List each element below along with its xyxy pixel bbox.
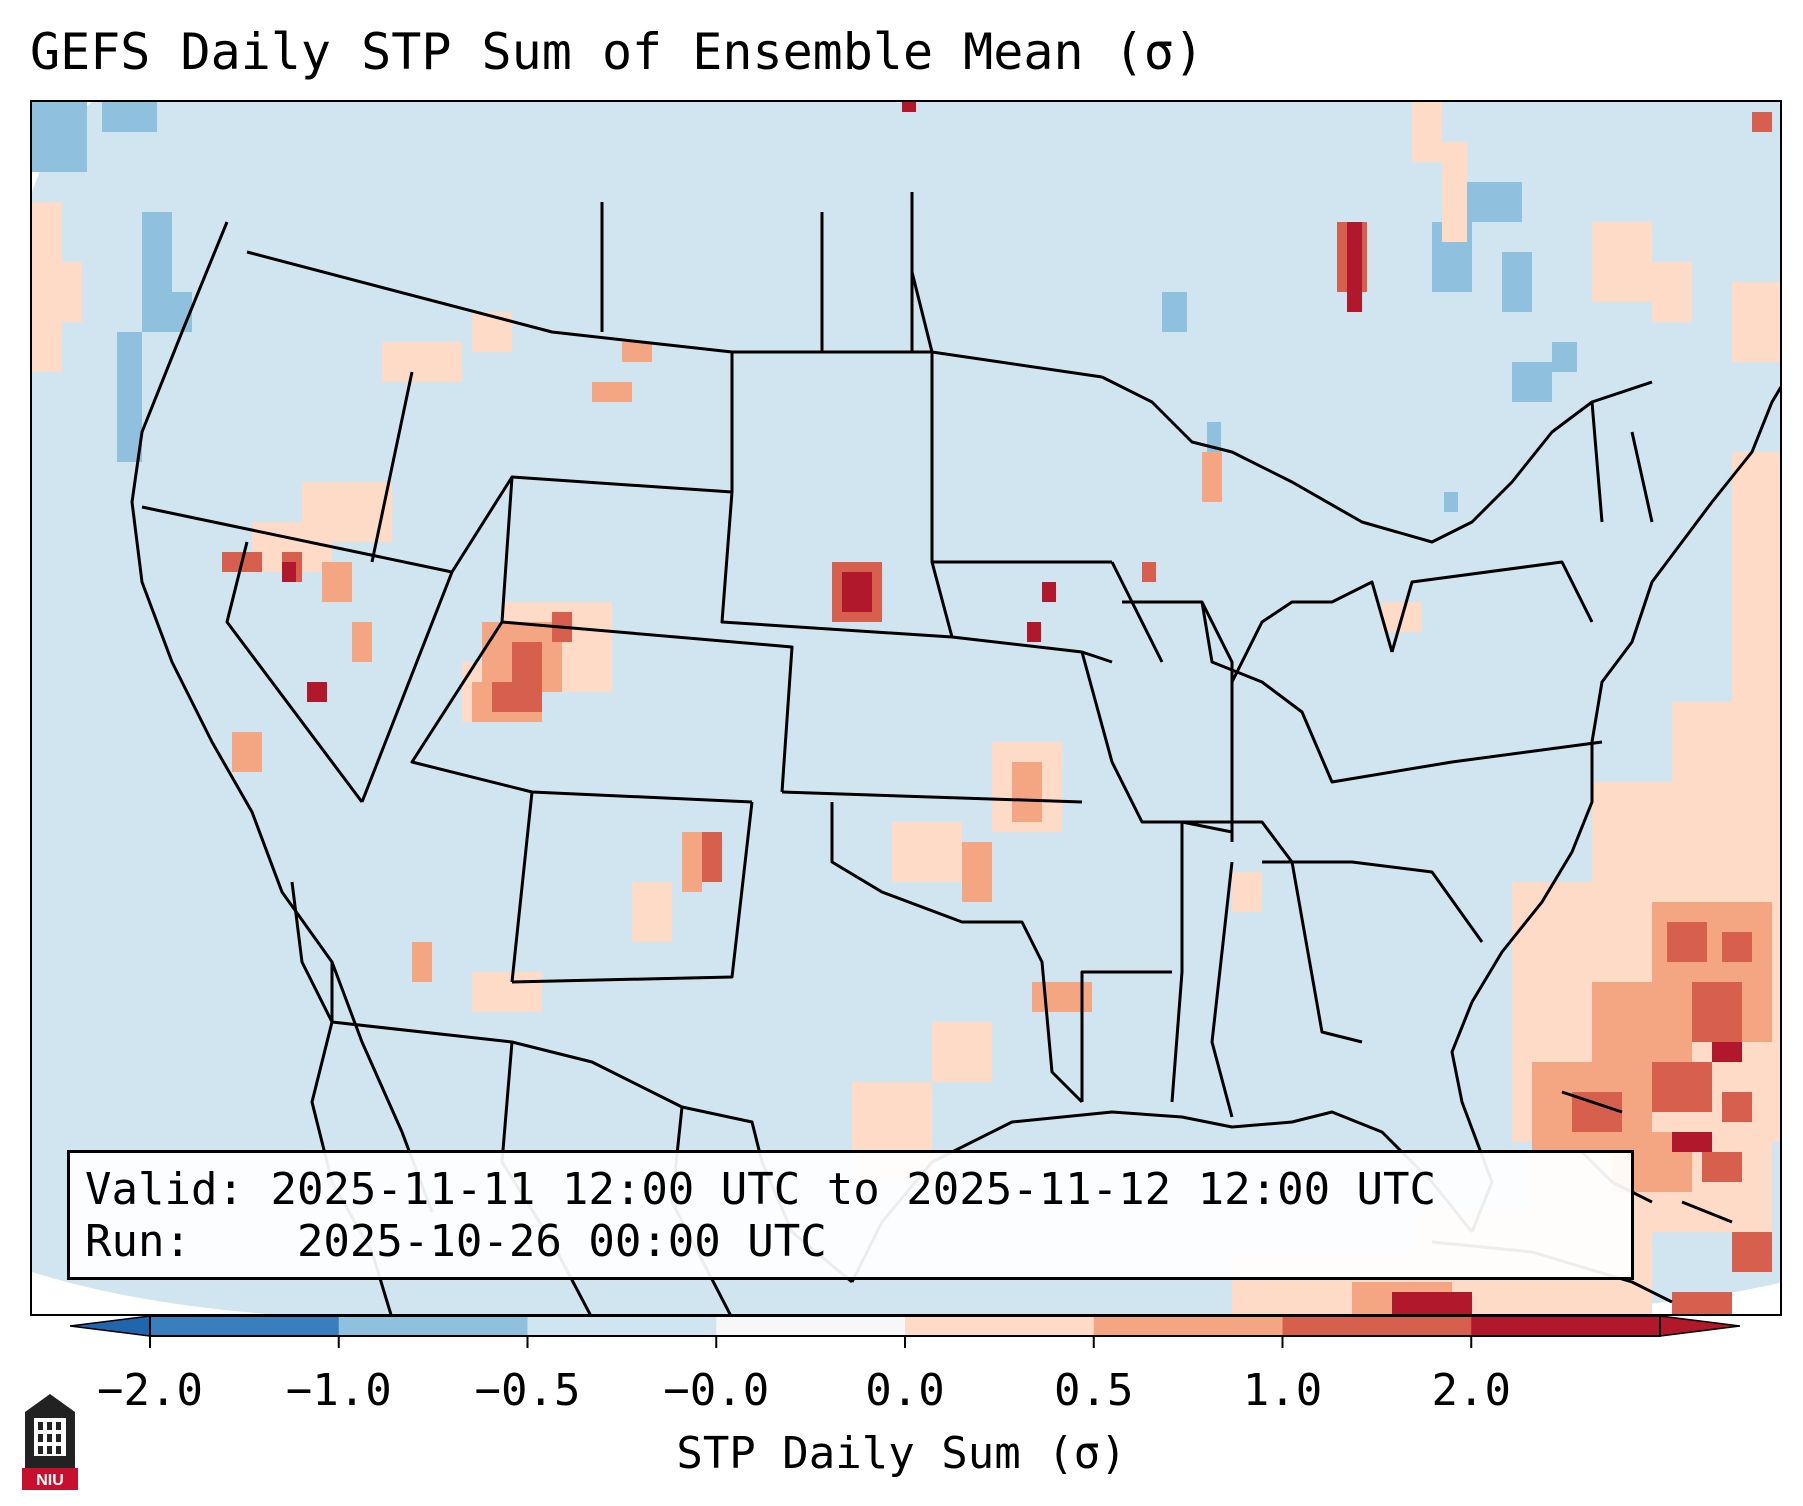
colorbar-tick-label: 0.0 xyxy=(865,1365,945,1416)
colorbar-tick-label: 1.0 xyxy=(1242,1365,1323,1416)
valid-run-info-box: Valid: 2025-11-11 12:00 UTC to 2025-11-1… xyxy=(67,1150,1634,1280)
colorbar-segment xyxy=(1471,1316,1661,1336)
colorbar-tick-label: 2.0 xyxy=(1431,1365,1511,1416)
colorbar-segment xyxy=(150,1316,340,1336)
map-panel[interactable] xyxy=(30,100,1782,1316)
colorbar-tick-label: −0.0 xyxy=(663,1365,770,1416)
map-canvas xyxy=(32,102,1780,1314)
niu-logo-icon: NIU xyxy=(22,1394,78,1490)
state-boundaries xyxy=(130,192,1780,1314)
colorbar-segment xyxy=(1282,1316,1472,1336)
colorbar-ticks xyxy=(149,1336,1473,1348)
colorbar-label: STP Daily Sum (σ) xyxy=(676,1428,1127,1479)
colorbar-segment xyxy=(905,1316,1095,1336)
map-title: GEFS Daily STP Sum of Ensemble Mean (σ) xyxy=(30,23,1204,81)
colorbar-tick-label: −0.5 xyxy=(474,1365,581,1416)
run-label: Run: xyxy=(85,1216,191,1267)
valid-line: Valid: 2025-11-11 12:00 UTC to 2025-11-1… xyxy=(85,1163,1436,1217)
colorbar-segment xyxy=(716,1316,906,1336)
colorbar-tick-label: −2.0 xyxy=(97,1365,203,1416)
colorbar-segment xyxy=(527,1316,717,1336)
niu-logo-text: NIU xyxy=(36,1472,64,1489)
colorbar-segment xyxy=(338,1316,528,1336)
colorbar-tick-label: −1.0 xyxy=(285,1365,392,1416)
run-line: Run: 2025-10-26 00:00 UTC xyxy=(85,1215,827,1269)
colorbar xyxy=(70,1316,1740,1348)
colorbar-segment xyxy=(1093,1316,1283,1336)
projection-domain xyxy=(32,102,1780,1314)
colorbar-segments xyxy=(150,1316,1661,1336)
colorbar-extend-low xyxy=(70,1316,151,1337)
valid-value: 2025-11-11 12:00 UTC to 2025-11-12 12:00… xyxy=(270,1164,1437,1215)
run-value: 2025-10-26 00:00 UTC xyxy=(296,1216,827,1267)
colorbar-tick-label: 0.5 xyxy=(1054,1365,1134,1416)
colorbar-extend-high xyxy=(1659,1316,1740,1337)
valid-label: Valid: xyxy=(85,1164,244,1215)
